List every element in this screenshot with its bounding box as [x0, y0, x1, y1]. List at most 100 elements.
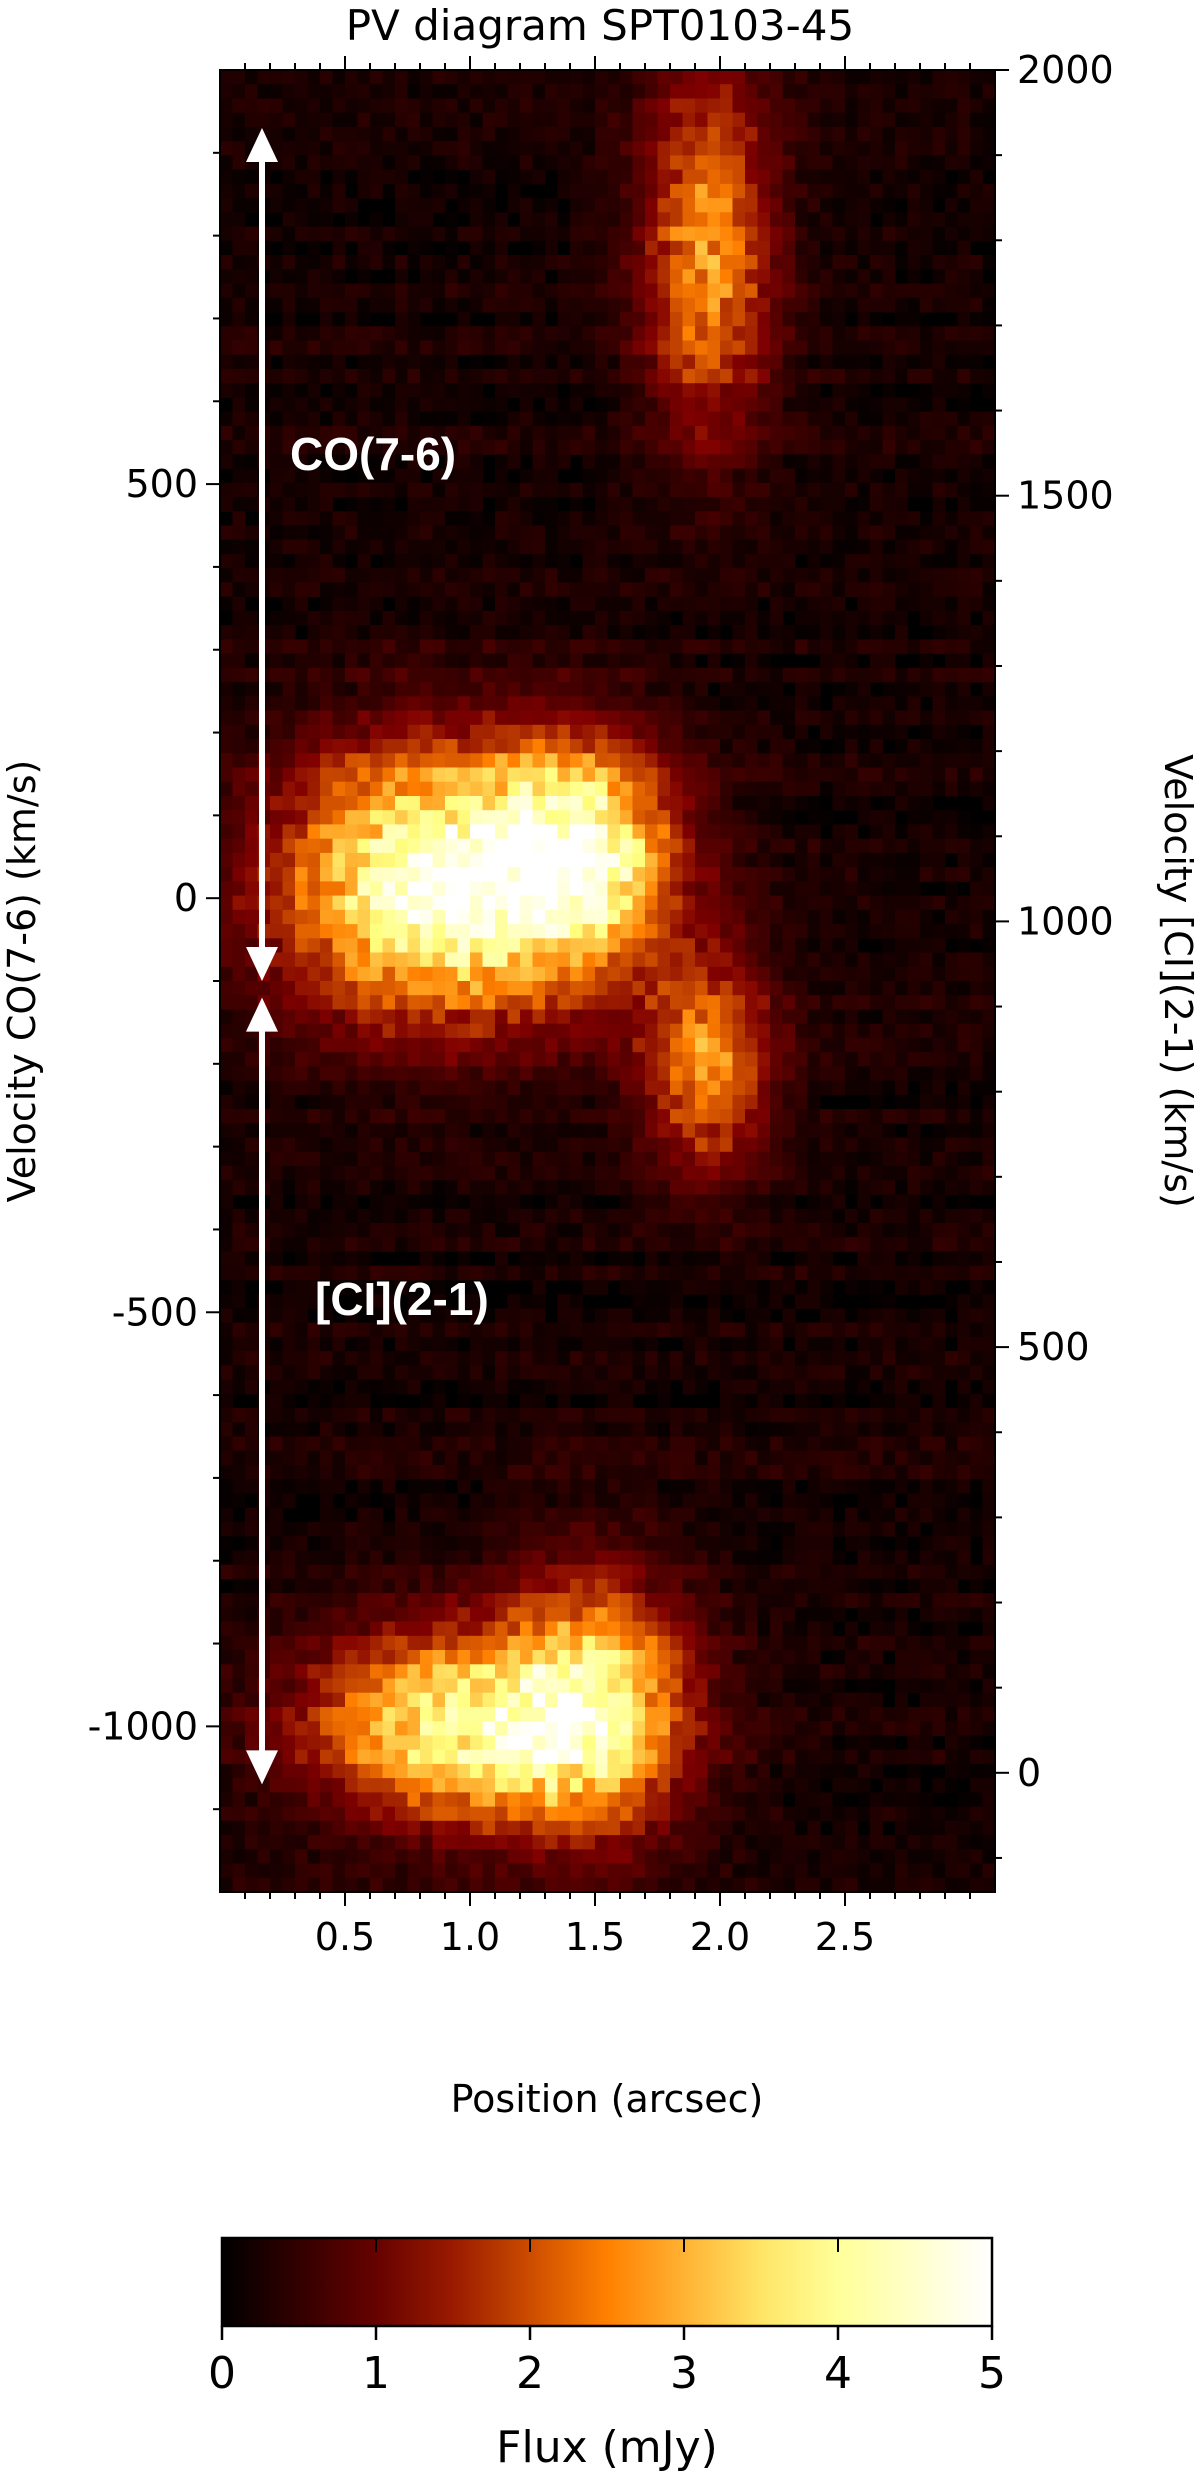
heatmap-cell — [470, 1166, 484, 1181]
heatmap-cell — [332, 155, 346, 171]
heatmap-cell — [957, 895, 971, 911]
heatmap-cell — [820, 1052, 834, 1068]
heatmap-cell — [982, 767, 996, 783]
heatmap-cell — [445, 653, 459, 669]
heatmap-cell — [682, 98, 696, 114]
heatmap-cell — [695, 354, 709, 370]
heatmap-cell — [557, 625, 571, 640]
heatmap-cell — [870, 710, 884, 726]
heatmap-cell — [645, 767, 659, 783]
heatmap-cell — [482, 411, 496, 427]
heatmap-cell — [420, 625, 434, 640]
heatmap-cell — [882, 1009, 896, 1025]
heatmap-cell — [657, 70, 671, 85]
heatmap-cell — [895, 511, 909, 527]
heatmap-cell — [895, 824, 909, 840]
heatmap-cell — [607, 824, 621, 840]
heatmap-cell — [845, 938, 859, 954]
heatmap-cell — [545, 724, 559, 740]
heatmap-cell — [520, 568, 534, 584]
heatmap-cell — [820, 169, 834, 185]
heatmap-cell — [595, 297, 609, 313]
heatmap-cell — [420, 938, 434, 954]
heatmap-cell — [957, 867, 971, 882]
heatmap-cell — [695, 1023, 709, 1039]
heatmap-cell — [945, 411, 959, 427]
heatmap-cell — [720, 667, 734, 683]
heatmap-cell — [307, 810, 321, 826]
heatmap-cell — [870, 1180, 884, 1196]
heatmap-cell — [945, 198, 959, 213]
heatmap-cell — [445, 1180, 459, 1196]
heatmap-cell — [970, 255, 984, 270]
heatmap-cell — [345, 383, 359, 399]
heatmap-cell — [507, 981, 521, 996]
heatmap-cell — [720, 326, 734, 342]
heatmap-cell — [482, 554, 496, 569]
heatmap-cell — [732, 326, 746, 342]
heatmap-cell — [582, 696, 596, 712]
heatmap-cell — [882, 84, 896, 100]
heatmap-cell — [520, 1180, 534, 1196]
heatmap-cell — [407, 411, 421, 427]
heatmap-cell — [582, 554, 596, 569]
heatmap-cell — [232, 867, 246, 882]
heatmap-cell — [432, 667, 446, 683]
heatmap-cell — [932, 1194, 946, 1210]
heatmap-cell — [645, 554, 659, 569]
heatmap-cell — [470, 653, 484, 669]
heatmap-cell — [870, 1109, 884, 1124]
heatmap-cell — [670, 425, 684, 441]
heatmap-cell — [495, 1109, 509, 1124]
heatmap-cell — [670, 909, 684, 925]
heatmap-cell — [670, 881, 684, 897]
heatmap-cell — [395, 981, 409, 996]
heatmap-cell — [345, 1094, 359, 1110]
heatmap-cell — [932, 183, 946, 199]
heatmap-cell — [220, 340, 234, 356]
heatmap-cell — [457, 582, 471, 598]
heatmap-cell — [620, 895, 634, 911]
heatmap-cell — [895, 312, 909, 327]
heatmap-cell — [707, 852, 721, 868]
heatmap-cell — [832, 852, 846, 868]
heatmap-cell — [895, 70, 909, 85]
heatmap-cell — [920, 1180, 934, 1196]
heatmap-cell — [845, 781, 859, 797]
heatmap-cell — [645, 710, 659, 726]
heatmap-cell — [570, 1080, 584, 1096]
heatmap-cell — [395, 852, 409, 868]
heatmap-cell — [445, 240, 459, 256]
heatmap-cell — [332, 909, 346, 925]
heatmap-cell — [707, 1208, 721, 1224]
heatmap-cell — [420, 98, 434, 114]
heatmap-cell — [845, 255, 859, 270]
heatmap-cell — [507, 1151, 521, 1167]
heatmap-cell — [982, 70, 996, 85]
heatmap-cell — [545, 454, 559, 470]
heatmap-cell — [857, 995, 871, 1011]
heatmap-cell — [407, 340, 421, 356]
heatmap-cell — [832, 554, 846, 569]
heatmap-cell — [295, 1037, 309, 1053]
heatmap-cell — [932, 326, 946, 342]
heatmap-cell — [482, 1151, 496, 1167]
heatmap-cell — [845, 653, 859, 669]
heatmap-cell — [407, 482, 421, 498]
heatmap-cell — [620, 909, 634, 925]
heatmap-cell — [657, 682, 671, 697]
heatmap-cell — [232, 610, 246, 626]
heatmap-cell — [307, 966, 321, 982]
heatmap-cell — [382, 796, 396, 811]
heatmap-cell — [857, 240, 871, 256]
heatmap-cell — [370, 112, 384, 128]
heatmap-cell — [607, 909, 621, 925]
heatmap-cell — [507, 1123, 521, 1139]
heatmap-cell — [532, 468, 546, 484]
heatmap-cell — [907, 981, 921, 996]
heatmap-cell — [795, 667, 809, 683]
heatmap-cell — [732, 667, 746, 683]
heatmap-cell — [532, 924, 546, 939]
heatmap-cell — [957, 326, 971, 342]
heatmap-cell — [657, 240, 671, 256]
